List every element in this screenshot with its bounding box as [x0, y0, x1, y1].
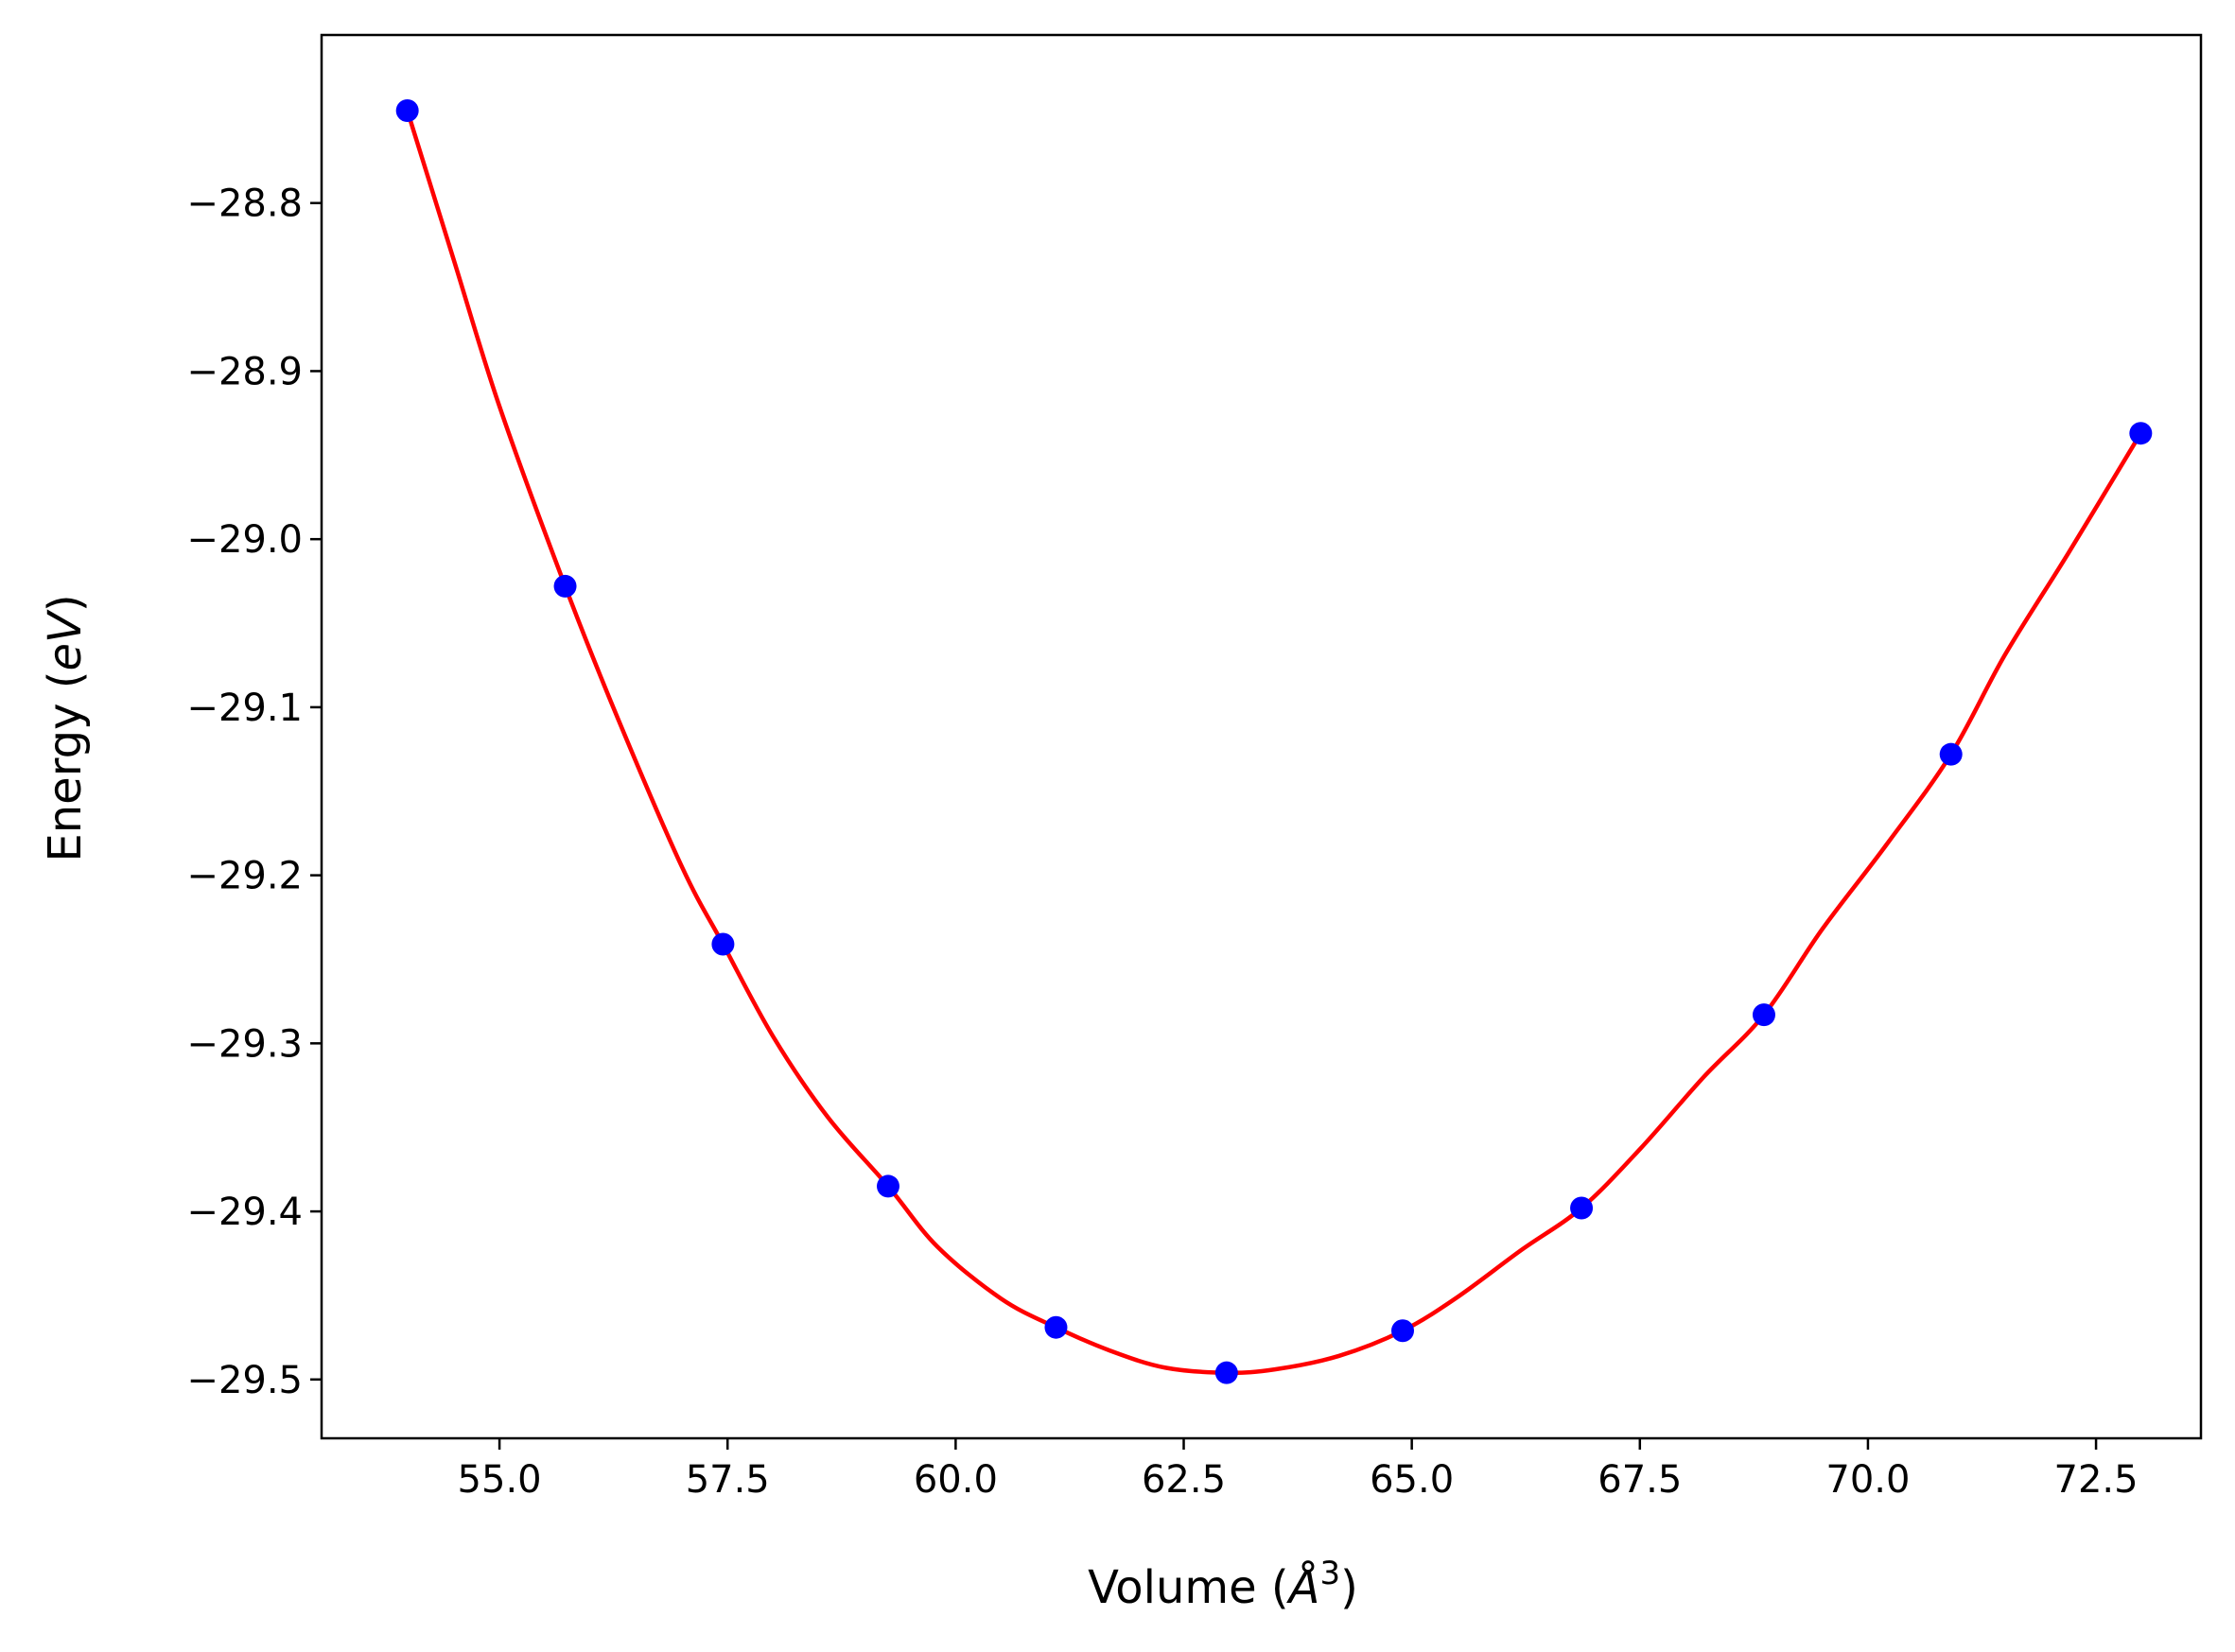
x-axis-label: Volume (Å3) [1088, 1555, 1358, 1614]
data-point [395, 98, 419, 122]
x-tick-label: 65.0 [1370, 1458, 1454, 1502]
data-point [1570, 1196, 1594, 1220]
data-point [2129, 422, 2153, 445]
y-tick-label: −29.2 [186, 855, 303, 898]
data-point [553, 574, 577, 598]
data-point [876, 1174, 899, 1198]
x-axis-ticks: 55.0 57.5 60.0 62.5 65.0 67.5 70.0 72.5 [458, 1438, 2139, 1502]
y-tick-label: −28.8 [186, 183, 303, 226]
y-axis-label: Energy (eV) [39, 594, 92, 861]
data-point [1752, 1003, 1775, 1027]
y-tick-label: −29.1 [186, 687, 303, 730]
x-tick-label: 70.0 [1825, 1458, 1910, 1502]
fit-curve-line [405, 110, 2143, 1375]
y-tick-label: −29.4 [186, 1191, 303, 1234]
y-tick-label: −28.9 [186, 350, 303, 393]
data-point [1391, 1319, 1415, 1343]
x-tick-label: 67.5 [1598, 1458, 1682, 1502]
data-point [1939, 742, 1963, 766]
x-tick-label: 60.0 [914, 1458, 998, 1502]
x-tick-label: 55.0 [458, 1458, 542, 1502]
data-point [711, 932, 735, 956]
y-tick-label: −29.5 [186, 1359, 303, 1402]
data-point [1214, 1361, 1238, 1384]
plot-area [395, 98, 2153, 1384]
x-tick-label: 62.5 [1142, 1458, 1226, 1502]
data-point [1044, 1315, 1068, 1339]
x-tick-label: 72.5 [2054, 1458, 2139, 1502]
y-tick-label: −29.3 [186, 1022, 303, 1066]
y-axis-ticks: −28.8 −28.9 −29.0 −29.1 −29.2 −29.3 −29.4 −29.5 [186, 183, 322, 1402]
y-tick-label: −29.0 [186, 518, 303, 562]
axes-frame [320, 33, 2203, 1440]
x-tick-label: 57.5 [686, 1458, 770, 1502]
